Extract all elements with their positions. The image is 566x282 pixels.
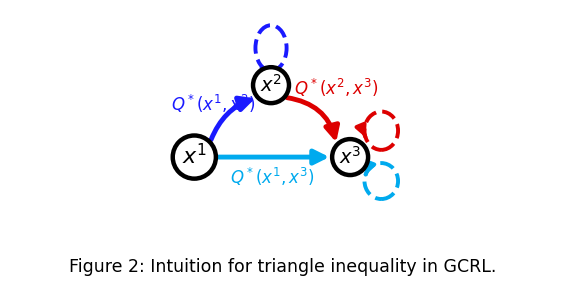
Text: $Q^*(x^1, x^2)$: $Q^*(x^1, x^2)$ bbox=[171, 93, 256, 115]
Text: Figure 2: Intuition for triangle inequality in GCRL.: Figure 2: Intuition for triangle inequal… bbox=[69, 258, 497, 276]
Text: $x^1$: $x^1$ bbox=[182, 144, 207, 170]
Circle shape bbox=[332, 139, 368, 175]
Circle shape bbox=[253, 67, 289, 103]
Circle shape bbox=[173, 135, 216, 179]
Text: $x^3$: $x^3$ bbox=[339, 146, 361, 168]
Text: $Q^*(x^2, x^3)$: $Q^*(x^2, x^3)$ bbox=[294, 76, 378, 99]
Text: $Q^*(x^1, x^3)$: $Q^*(x^1, x^3)$ bbox=[230, 166, 314, 188]
Text: $x^2$: $x^2$ bbox=[260, 74, 282, 96]
